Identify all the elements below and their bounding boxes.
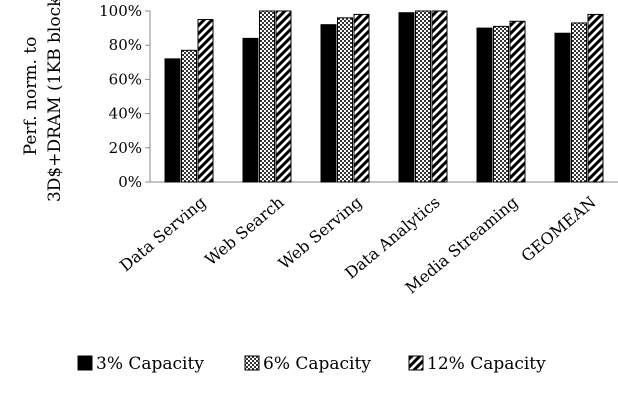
y-tick-label: 20% [109,139,142,157]
bar-1 [164,58,181,183]
bar-3 [275,10,292,183]
bar-2 [259,10,275,183]
bar-3 [431,10,448,183]
bar-1 [320,24,337,183]
legend-swatch [244,355,260,371]
legend-label: 3% Capacity [96,354,204,374]
y-tick-label: 0% [118,173,142,191]
bar-2 [571,22,587,183]
bar-3 [353,13,370,183]
legend-swatch [408,355,424,371]
y-tick-label: 80% [109,36,142,54]
bar-2 [493,25,509,183]
bar-3 [197,19,214,183]
y-axis-label-line1: Perf. norm. to [21,37,41,156]
y-tick-label: 100% [99,2,142,20]
legend-label: 6% Capacity [263,354,371,374]
y-axis-label: Perf. norm. to 3D$+DRAM (1KB block) [21,0,65,202]
bar-1 [476,27,493,183]
category-label: Data Serving [116,193,210,276]
bar-1 [554,32,571,183]
category-label: GEOMEAN [517,193,599,266]
legend-swatch [77,355,93,371]
bar-2 [337,17,353,183]
y-tick-label: 40% [109,105,142,123]
bar-2 [181,49,197,183]
bar-2 [415,10,431,183]
bar-1 [242,37,259,183]
bar-1 [398,12,415,183]
legend: 3% Capacity 6% Capacity 12% Capacity [77,354,546,374]
y-axis-label-line2: 3D$+DRAM (1KB block) [45,0,65,202]
bar-3 [509,20,526,183]
bar-3 [587,13,604,183]
y-tick-label: 60% [109,70,142,88]
legend-label: 12% Capacity [427,354,546,374]
